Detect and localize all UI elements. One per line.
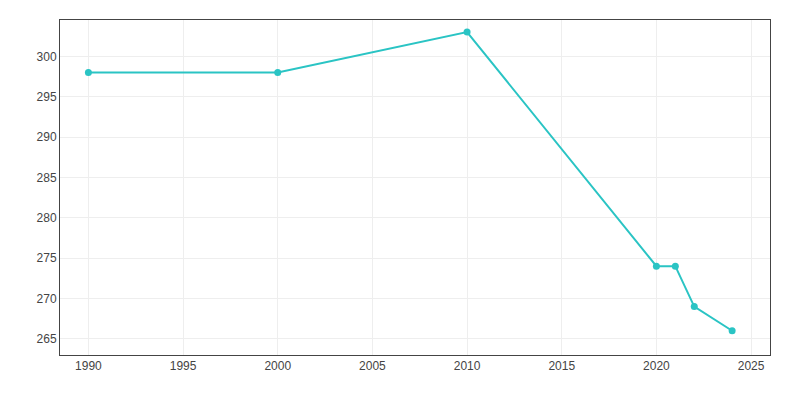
svg-text:2015: 2015 <box>548 359 575 373</box>
svg-text:295: 295 <box>37 90 57 104</box>
svg-text:1990: 1990 <box>75 359 102 373</box>
svg-text:265: 265 <box>37 332 57 346</box>
svg-text:275: 275 <box>37 251 57 265</box>
svg-text:2005: 2005 <box>359 359 386 373</box>
svg-text:2010: 2010 <box>454 359 481 373</box>
svg-text:2025: 2025 <box>738 359 765 373</box>
svg-text:285: 285 <box>37 171 57 185</box>
svg-text:280: 280 <box>37 211 57 225</box>
svg-text:1995: 1995 <box>170 359 197 373</box>
svg-text:2000: 2000 <box>264 359 291 373</box>
svg-text:290: 290 <box>37 130 57 144</box>
svg-text:2020: 2020 <box>643 359 670 373</box>
svg-text:300: 300 <box>37 50 57 64</box>
svg-text:270: 270 <box>37 292 57 306</box>
